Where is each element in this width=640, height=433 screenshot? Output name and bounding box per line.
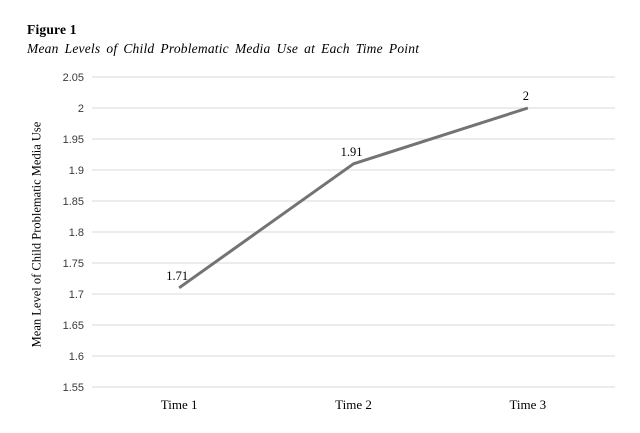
- x-category-label: Time 1: [161, 397, 198, 412]
- y-tick-label: 1.95: [63, 134, 84, 146]
- x-category-label: Time 3: [509, 397, 546, 412]
- figure-title: Mean Levels of Child Problematic Media U…: [27, 41, 420, 56]
- figure-label: Figure 1: [27, 22, 77, 37]
- y-tick-label: 1.55: [63, 382, 84, 394]
- data-point-label: 1.91: [341, 145, 363, 159]
- y-tick-label: 1.75: [63, 258, 84, 270]
- data-point-label: 1.71: [166, 269, 188, 283]
- y-tick-label: 1.65: [63, 320, 84, 332]
- y-tick-label: 2: [78, 103, 84, 115]
- y-tick-label: 1.9: [69, 165, 84, 177]
- y-tick-label: 1.7: [69, 289, 84, 301]
- y-tick-label: 1.6: [69, 351, 84, 363]
- y-tick-label: 1.8: [69, 227, 84, 239]
- data-point-label: 2: [523, 89, 529, 103]
- y-tick-label: 2.05: [63, 72, 84, 84]
- y-tick-label: 1.85: [63, 196, 84, 208]
- x-category-label: Time 2: [335, 397, 372, 412]
- series-line: [178, 106, 529, 290]
